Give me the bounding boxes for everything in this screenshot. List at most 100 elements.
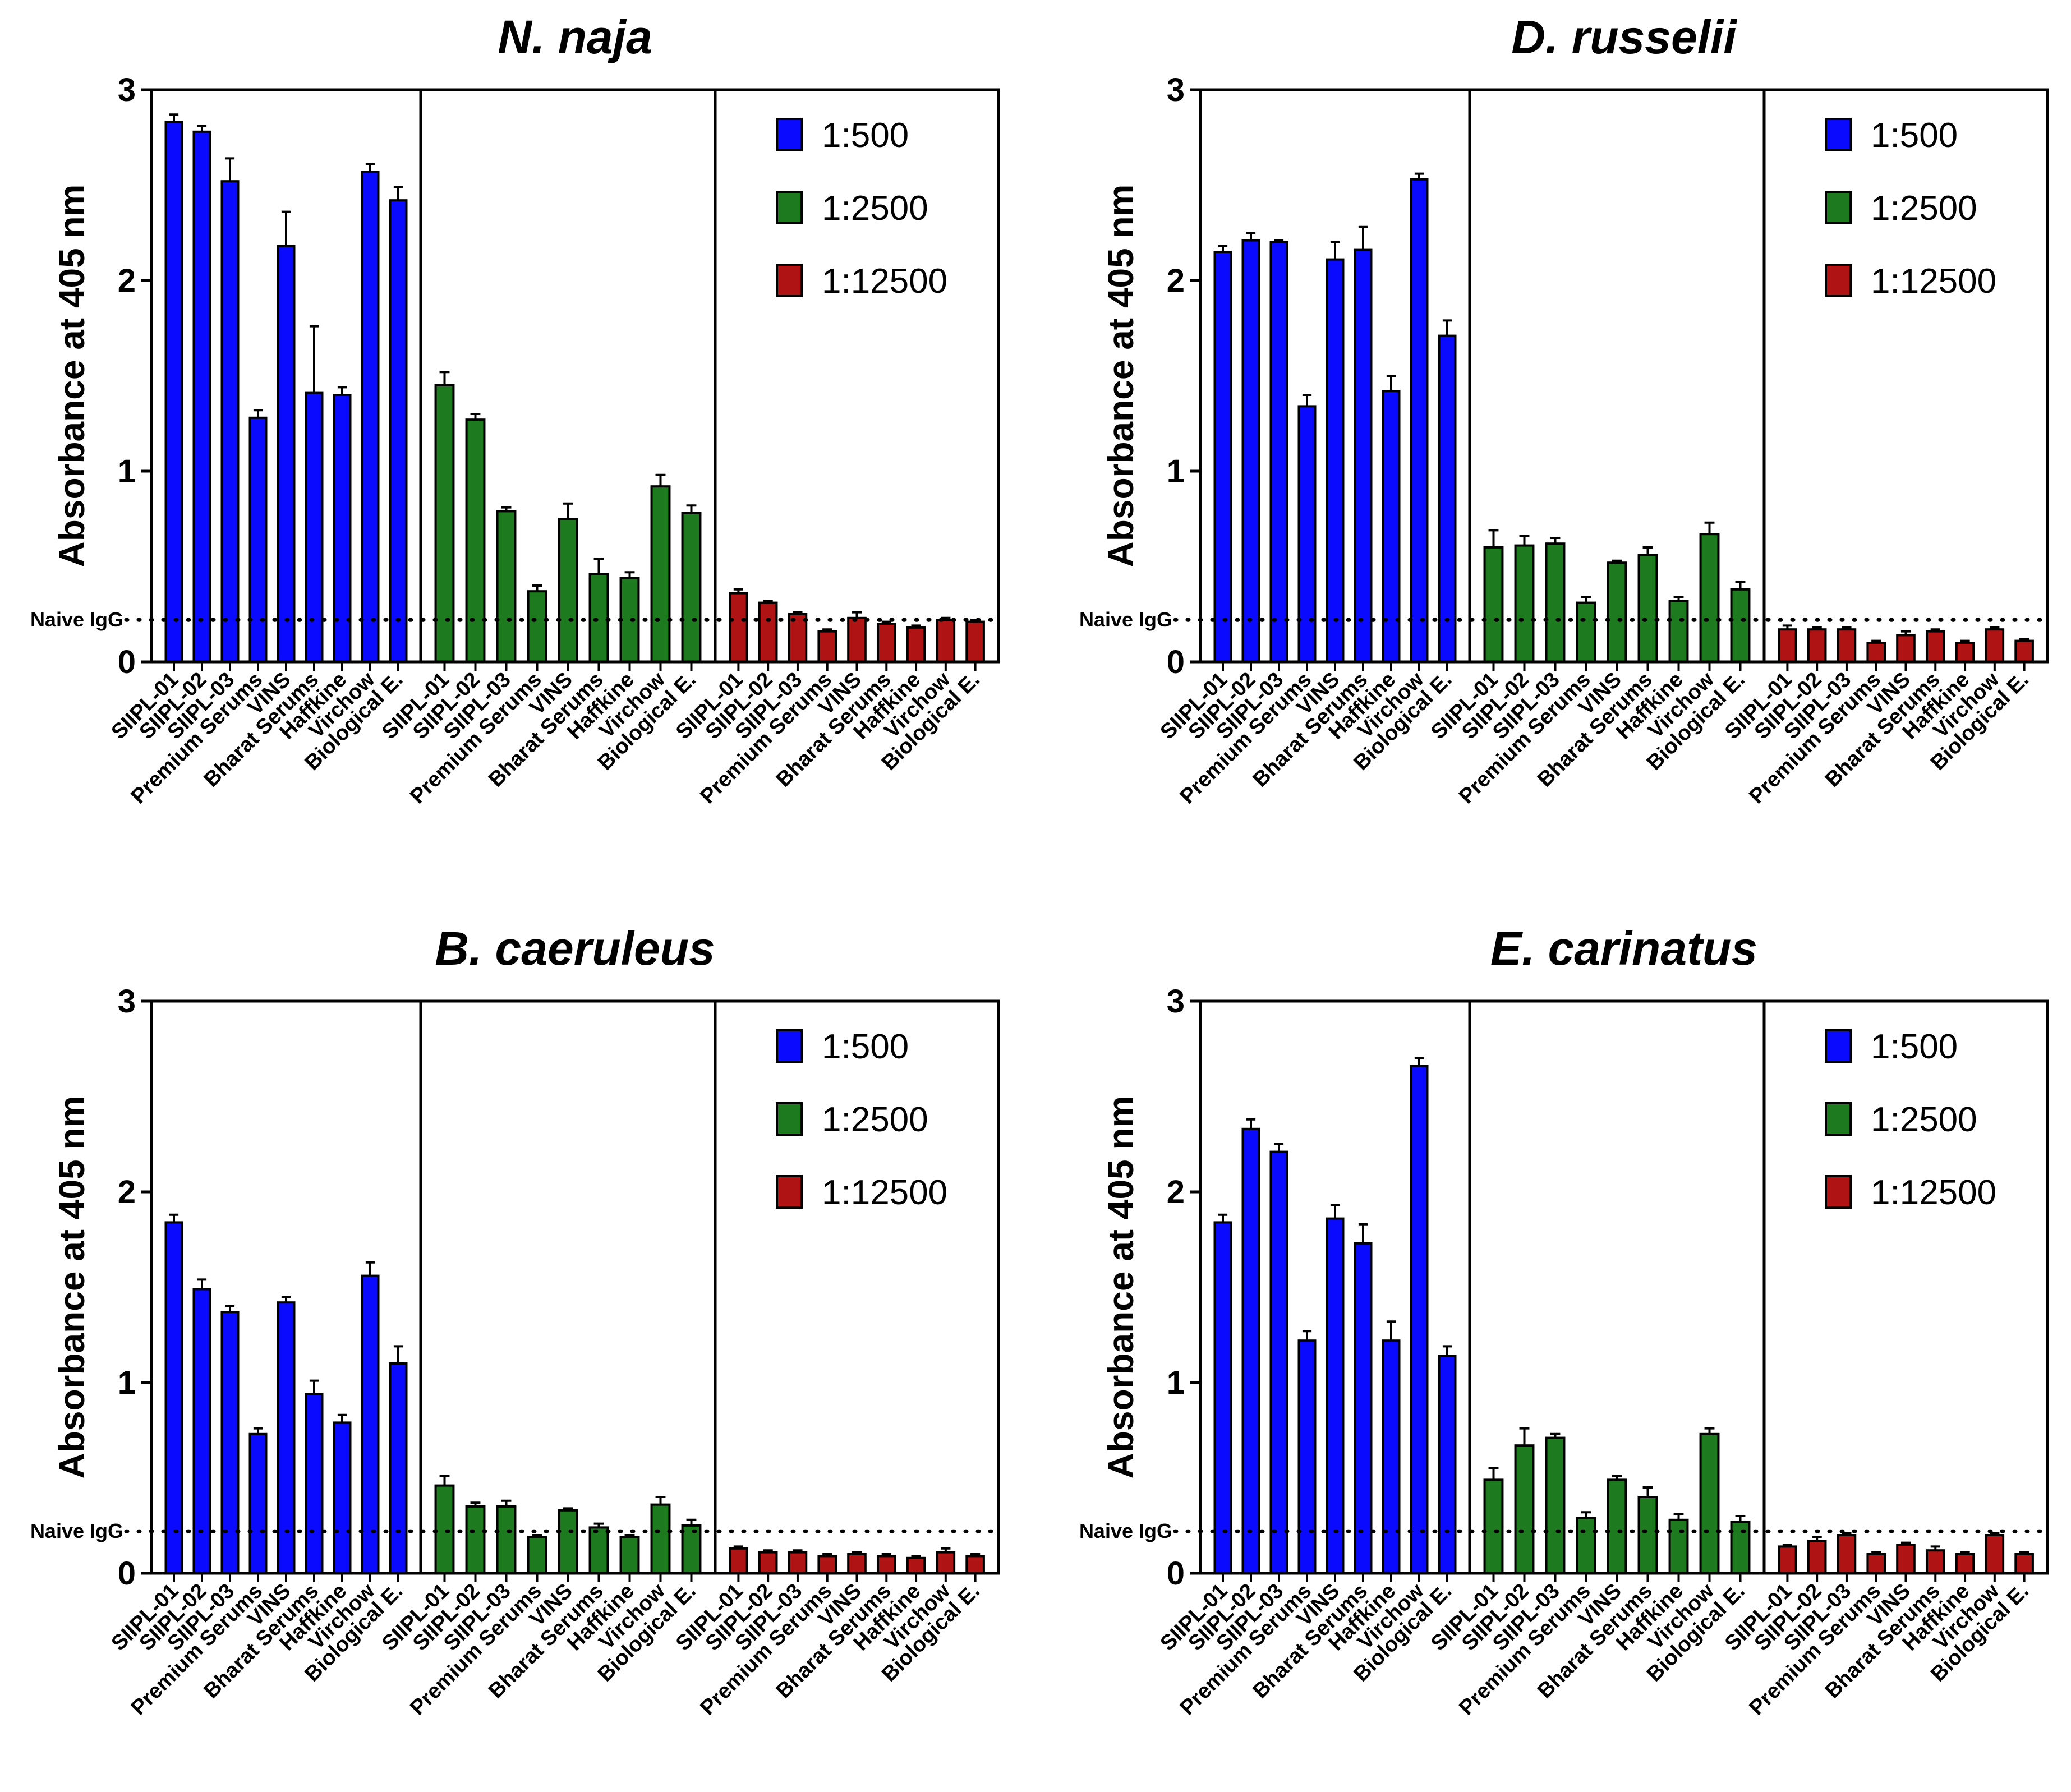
bar	[1438, 1355, 1457, 1575]
bar	[1410, 1065, 1429, 1575]
y-tick-label: 0	[118, 644, 136, 680]
bar	[164, 121, 183, 664]
bar	[758, 601, 778, 663]
bar	[1985, 628, 2005, 663]
bar	[465, 418, 486, 663]
legend-label: 1:500	[1871, 116, 1958, 155]
bar	[1607, 561, 1627, 664]
bar	[389, 199, 408, 663]
naive-igg-label: Naive IgG	[30, 1519, 123, 1542]
bar	[434, 1484, 455, 1574]
y-axis-label: Absorbance at 405 nm	[52, 185, 92, 568]
naive-igg-label: Naive IgG	[1079, 1519, 1172, 1542]
y-tick-label: 3	[1167, 72, 1185, 108]
legend-swatch	[776, 191, 803, 224]
bar	[758, 1551, 778, 1574]
bar	[588, 1526, 609, 1575]
legend-label: 1:2500	[822, 1100, 928, 1139]
bar	[788, 1551, 808, 1574]
bar	[1514, 1444, 1535, 1575]
bar	[876, 1555, 896, 1575]
bar	[248, 416, 268, 663]
y-tick-label: 0	[1167, 1555, 1185, 1592]
bar	[906, 1556, 926, 1575]
bar	[248, 1432, 268, 1574]
y-tick-label: 2	[1167, 1174, 1185, 1210]
legend-label: 1:500	[1871, 1028, 1958, 1066]
y-tick-label: 3	[118, 983, 136, 1020]
bar	[965, 620, 985, 663]
bar	[1637, 1496, 1658, 1574]
bar	[1866, 642, 1886, 663]
bar	[906, 626, 926, 664]
bar	[1483, 546, 1504, 663]
bar	[650, 1503, 671, 1574]
y-tick-label: 2	[1167, 262, 1185, 299]
y-axis-label: Absorbance at 405 nm	[52, 1096, 92, 1479]
bar	[1668, 600, 1689, 663]
legend-swatch	[1825, 118, 1852, 151]
legend-swatch	[1825, 264, 1852, 297]
plot-frame	[150, 999, 1000, 1575]
y-tick-label: 3	[118, 72, 136, 108]
bar	[1382, 1339, 1401, 1574]
bar	[361, 1274, 380, 1574]
bar	[305, 391, 324, 663]
bar	[496, 1505, 517, 1574]
bar	[1354, 1242, 1373, 1574]
legend-label: 1:12500	[822, 1173, 947, 1212]
naive-igg-label: Naive IgG	[1079, 608, 1172, 631]
legend-label: 1:500	[822, 116, 909, 155]
bar	[1955, 1553, 1975, 1574]
legend-swatch	[1825, 1175, 1852, 1209]
bar	[1297, 1339, 1317, 1574]
bar	[1354, 248, 1373, 664]
bar	[1807, 1540, 1827, 1574]
bar	[465, 1505, 486, 1574]
bar	[220, 180, 240, 663]
bar	[681, 1524, 702, 1574]
chart-title: N. naja	[498, 11, 652, 63]
bar	[1896, 634, 1916, 664]
y-tick-label: 3	[1167, 983, 1185, 1020]
legend-swatch	[1825, 1029, 1852, 1063]
y-tick-label: 0	[118, 1555, 136, 1592]
bar	[333, 1421, 352, 1575]
y-tick-label: 1	[1167, 1365, 1185, 1401]
bar	[619, 1536, 640, 1575]
bar	[1483, 1478, 1504, 1575]
bar	[1837, 628, 1857, 663]
legend-swatch	[776, 264, 803, 297]
bar	[1269, 1150, 1288, 1575]
y-tick-label: 1	[118, 1365, 136, 1401]
bar	[1545, 542, 1566, 664]
bar	[847, 616, 867, 664]
bar	[1607, 1478, 1627, 1575]
bar	[2014, 1553, 2034, 1574]
bar	[1730, 1521, 1751, 1574]
bar	[1925, 1549, 1945, 1574]
legend-swatch	[776, 1175, 803, 1209]
bar	[1807, 628, 1827, 663]
bar	[1778, 1545, 1797, 1575]
bar	[1213, 251, 1232, 663]
bar	[729, 592, 748, 663]
bar	[1837, 1534, 1857, 1574]
bar	[1213, 1221, 1232, 1574]
bar	[2014, 639, 2034, 663]
bar	[817, 1555, 837, 1575]
y-tick-label: 2	[118, 1174, 136, 1210]
y-axis-label: Absorbance at 405 nm	[1101, 1096, 1141, 1479]
bar	[164, 1221, 183, 1574]
legend-label: 1:2500	[1871, 1100, 1977, 1139]
chart-title: B. caeruleus	[435, 922, 715, 975]
bar	[936, 1551, 956, 1574]
chart-title: E. carinatus	[1490, 922, 1757, 975]
legend-label: 1:12500	[1871, 1173, 1996, 1212]
bar	[305, 1393, 324, 1575]
bar	[1668, 1518, 1689, 1575]
bar	[1241, 1127, 1260, 1574]
